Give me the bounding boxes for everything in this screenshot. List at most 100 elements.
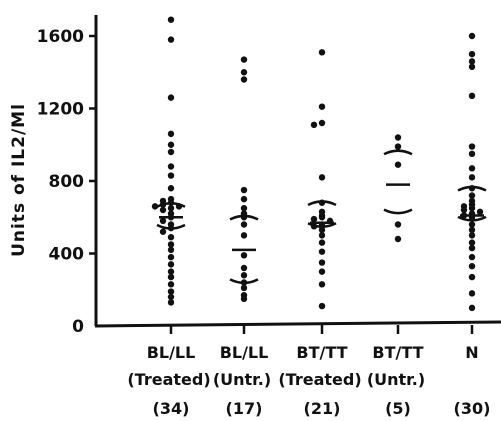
data-point [167, 172, 175, 179]
data-point [167, 94, 175, 101]
category-count: (34) [153, 399, 190, 418]
upper-bracket [156, 202, 186, 208]
lower-bracket [229, 278, 259, 285]
y-tick-label: 1600 [37, 27, 84, 47]
data-point [318, 248, 326, 255]
data-point [167, 130, 175, 138]
data-point [240, 56, 248, 63]
lower-bracket [457, 215, 487, 222]
data-point [468, 244, 476, 252]
category-sublabel: (Treated) [278, 370, 361, 389]
category-count: (5) [385, 399, 411, 418]
data-point [167, 16, 175, 23]
data-point [167, 299, 175, 306]
data-point [394, 235, 402, 243]
data-point [318, 103, 326, 110]
data-point [468, 174, 476, 181]
lower-bracket [156, 223, 186, 230]
data-point [240, 232, 248, 239]
data-point [468, 92, 476, 100]
data-point [468, 165, 476, 172]
data-point [468, 290, 476, 297]
mean-bars [156, 149, 487, 285]
data-point [159, 206, 167, 214]
data-point [318, 232, 326, 239]
x-axis-line [94, 320, 501, 328]
data-point [468, 253, 476, 261]
y-ticks: 0 400 800 1200 1600 [37, 27, 96, 337]
data-point [318, 302, 326, 310]
data-point [394, 161, 402, 168]
data-point [240, 264, 248, 272]
category-sublabel: (Untr.) [213, 370, 271, 389]
data-point [310, 121, 318, 129]
category-label: BL/LL [220, 343, 269, 362]
upper-bracket [229, 214, 259, 221]
data-point [167, 141, 175, 148]
category-label: N [465, 343, 478, 362]
y-tick-label: 0 [72, 317, 84, 337]
data-point [468, 232, 476, 239]
y-tick-label: 400 [49, 245, 85, 265]
data-point [318, 239, 326, 246]
category-count: (21) [304, 399, 341, 418]
data-point [167, 253, 175, 261]
data-point [167, 268, 175, 275]
data-points [151, 16, 484, 312]
y-axis-label: Units of IL2/Ml [9, 103, 29, 257]
data-point [151, 203, 159, 210]
data-point [468, 143, 476, 150]
data-point [318, 259, 326, 266]
data-point [240, 284, 248, 292]
data-point [468, 150, 476, 158]
data-point [167, 281, 175, 288]
data-point [240, 76, 248, 83]
data-point [468, 32, 476, 40]
data-point [468, 204, 476, 212]
data-point [468, 262, 476, 270]
data-point [318, 281, 326, 288]
data-point [159, 217, 167, 225]
data-point [167, 241, 175, 248]
data-point [468, 63, 476, 71]
upper-bracket [457, 185, 487, 192]
data-point [167, 185, 175, 192]
data-point [468, 304, 476, 312]
data-point [167, 273, 175, 281]
data-point [394, 143, 402, 150]
data-point [468, 226, 476, 234]
category-sublabel: (Untr.) [367, 370, 425, 389]
data-point [240, 69, 248, 76]
data-point [468, 239, 476, 246]
x-category-labels: BL/LL (Treated) (34) BL/LL (Untr.) (17) BT/TT (… [127, 325, 490, 418]
data-point [468, 58, 476, 65]
data-point [468, 273, 476, 281]
data-point [318, 214, 326, 221]
category-label: BT/TT [296, 343, 347, 362]
upper-bracket [383, 149, 413, 156]
data-point [240, 204, 248, 212]
data-point [460, 206, 468, 214]
axes [94, 15, 501, 328]
data-point [318, 226, 326, 234]
y-tick-label: 1200 [37, 100, 84, 120]
data-point [167, 36, 175, 43]
data-point [240, 195, 248, 203]
data-point [159, 228, 167, 235]
data-point [468, 192, 476, 199]
category-label: BL/LL [147, 343, 196, 362]
data-point [318, 119, 326, 127]
data-point [476, 208, 484, 216]
data-point [468, 221, 476, 228]
category-count: (30) [454, 399, 491, 418]
data-point [318, 268, 326, 275]
data-point [240, 221, 248, 228]
data-point [240, 295, 248, 303]
lower-bracket [383, 208, 413, 215]
data-point [310, 215, 318, 223]
data-point [167, 288, 175, 295]
category-sublabel: (Treated) [127, 370, 210, 389]
data-point [167, 163, 175, 170]
data-point [167, 233, 175, 241]
